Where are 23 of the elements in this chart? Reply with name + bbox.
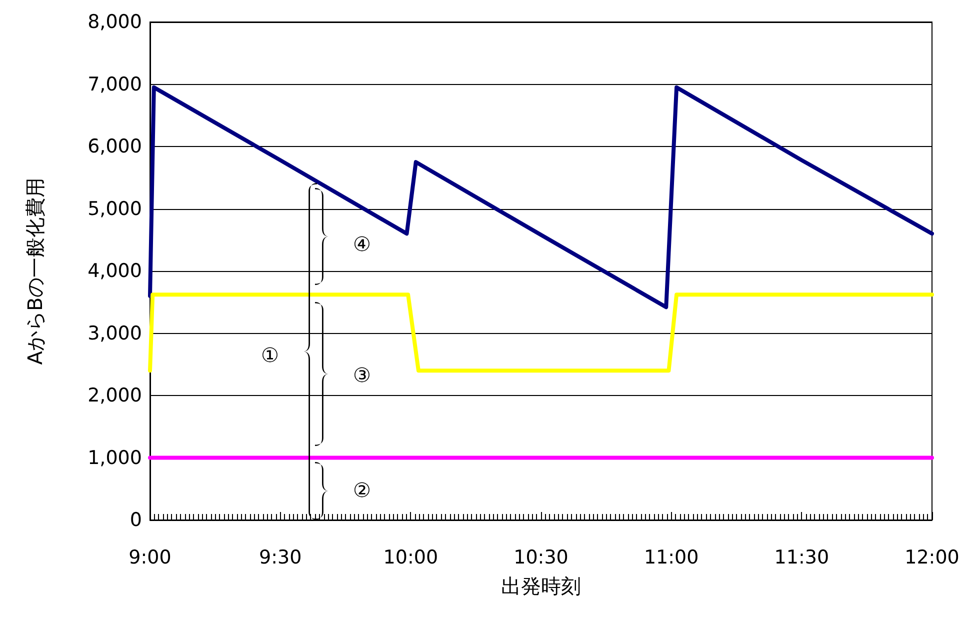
x-tick-label: 11:30 <box>774 546 830 568</box>
y-tick-label: 7,000 <box>88 73 142 96</box>
y-tick-label: 2,000 <box>88 384 142 406</box>
y-tick-label: 8,000 <box>88 11 142 33</box>
y-tick-label: 3,000 <box>88 322 142 344</box>
y-axis-title: AからBの一般化費用 <box>23 177 47 365</box>
annotation: ④ <box>353 232 371 256</box>
annotation: ③ <box>353 363 371 387</box>
x-tick-label: 12:00 <box>904 546 960 568</box>
annotation: ① <box>261 343 279 367</box>
y-tick-label: 1,000 <box>88 446 142 469</box>
y-tick-label: 5,000 <box>88 198 142 220</box>
x-tick-label: 11:00 <box>644 546 699 568</box>
annotation: ② <box>353 478 371 502</box>
x-tick-label: 9:00 <box>128 546 172 568</box>
y-tick-label: 4,000 <box>88 260 142 282</box>
y-tick-label: 6,000 <box>88 136 142 158</box>
y-tick-label: 0 <box>130 509 142 531</box>
x-tick-label: 9:30 <box>258 546 302 568</box>
x-axis-title: 出発時刻 <box>501 574 581 598</box>
x-tick-label: 10:30 <box>514 546 568 568</box>
x-tick-label: 10:00 <box>383 546 438 568</box>
line-series <box>148 85 934 310</box>
